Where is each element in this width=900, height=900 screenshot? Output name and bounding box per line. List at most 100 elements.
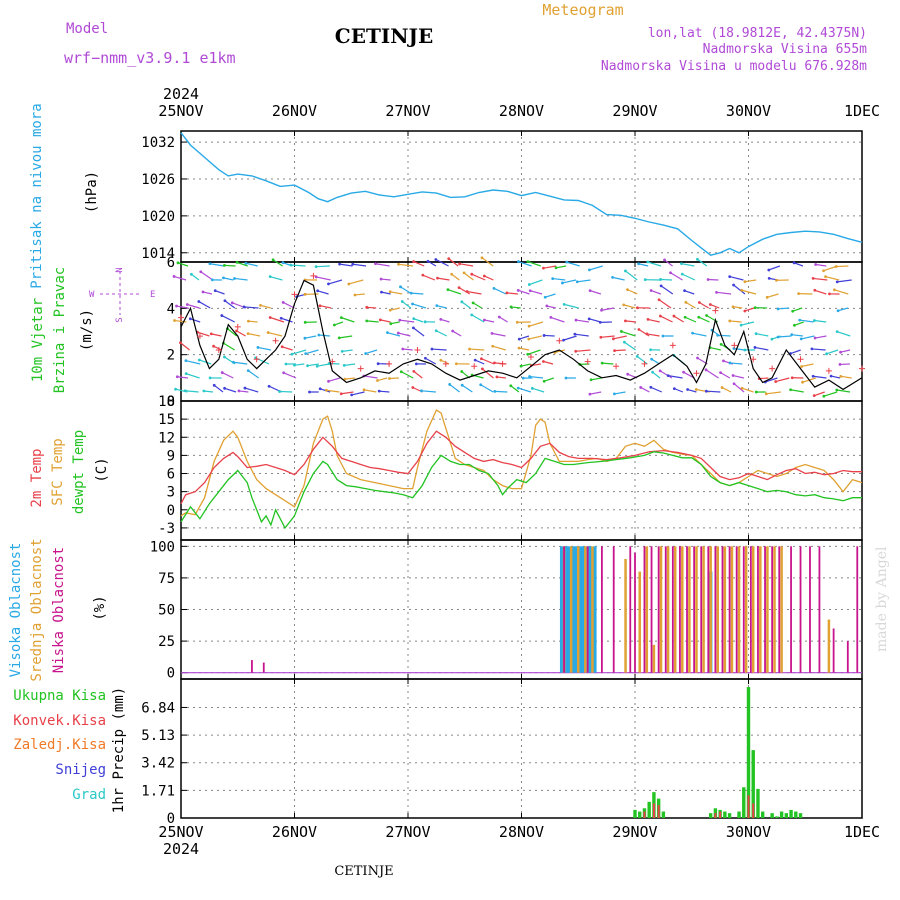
- x-tick-label-top: 25NOV: [158, 102, 203, 120]
- t2m-line: [180, 430, 862, 505]
- wind-barb: [624, 341, 636, 351]
- wind-barb: [411, 292, 424, 295]
- wind-barb-head: [691, 331, 694, 335]
- wind-barb-head: [396, 331, 400, 335]
- wind-barb: [272, 259, 283, 267]
- wind-barb: [545, 293, 556, 298]
- wind-barb: [814, 319, 827, 323]
- wind-barb-head: [281, 261, 285, 265]
- wind-barb: [575, 349, 591, 352]
- wind-barb-head: [672, 387, 676, 391]
- gust-marker: [196, 333, 203, 340]
- wind-barb: [529, 375, 544, 379]
- wind-barb: [375, 263, 390, 267]
- cloud-bar: [716, 546, 720, 673]
- sfc-temp-line: [180, 409, 863, 517]
- wind-barb: [646, 333, 660, 337]
- wind-barb-head: [493, 390, 497, 393]
- wind-barb-head: [201, 290, 205, 294]
- wind-barb-head: [800, 365, 803, 368]
- wind-barb: [528, 321, 544, 327]
- wind-barb-head: [268, 275, 272, 279]
- wind-barb-head: [650, 357, 654, 361]
- wind-barb: [759, 377, 769, 380]
- cloud-bar: [634, 552, 636, 673]
- wind-barb-head: [600, 361, 604, 365]
- wind-barb: [481, 358, 495, 365]
- wind-barb: [790, 349, 801, 355]
- wind-barb: [546, 305, 556, 309]
- wind-barb: [684, 316, 697, 323]
- wind-barb: [682, 273, 696, 281]
- gust-marker: [215, 347, 222, 354]
- wind-barb-head: [626, 372, 630, 376]
- wind-barb-head: [716, 333, 720, 337]
- wind-barb: [767, 293, 779, 298]
- wind-barb: [552, 277, 566, 281]
- cloud-ylabel-3: Niska Oblacnost: [51, 547, 67, 673]
- wind-barb: [413, 327, 425, 337]
- wind-barb: [717, 334, 731, 337]
- wind-barb: [493, 287, 507, 295]
- wind-barb-head: [657, 298, 661, 302]
- wind-barb-head: [824, 275, 827, 279]
- precip-total-bar: [638, 811, 642, 818]
- wind-barb: [484, 275, 494, 281]
- wind-barb-head: [728, 275, 732, 279]
- wind-barb-head: [835, 388, 839, 392]
- cloud-ylabel-1: Visoka Oblacnost: [8, 543, 24, 678]
- wind-barb-head: [722, 359, 725, 363]
- wind-barb-head: [774, 380, 778, 383]
- wind-barb-head: [412, 326, 415, 330]
- wind-barb: [352, 263, 367, 267]
- wind-barb: [224, 387, 237, 393]
- wind-barb: [290, 264, 306, 267]
- cloud-bar: [659, 546, 663, 673]
- wind-barb: [590, 377, 602, 381]
- wind-barb-head: [281, 301, 285, 304]
- wind-barb-head: [202, 389, 206, 393]
- dewpt-line: [180, 451, 862, 530]
- y-tick-label: 15: [158, 412, 175, 428]
- cloud-bar: [728, 546, 731, 673]
- wind-barb-head: [317, 333, 321, 337]
- wind-barb-head: [528, 375, 532, 378]
- wind-barb: [342, 349, 353, 352]
- wind-barb: [614, 391, 626, 395]
- wind-barb: [699, 301, 709, 309]
- wind-barb-head: [389, 322, 393, 326]
- wind-barb: [236, 330, 246, 337]
- compass-cross: [100, 271, 140, 315]
- wind-barb: [589, 290, 602, 295]
- wind-barb-head: [573, 332, 577, 336]
- wind-barb-head: [588, 268, 591, 272]
- wind-barb-head: [588, 289, 592, 293]
- wind-barb-head: [530, 386, 534, 390]
- wind-barb-head: [645, 332, 649, 336]
- wind-barb: [365, 349, 378, 355]
- y-tick-label: -3: [158, 521, 175, 537]
- wind-barb: [813, 277, 828, 281]
- y-tick-label: 3.42: [141, 756, 175, 772]
- cloud-bar: [657, 546, 660, 673]
- wind-barb-head: [197, 300, 201, 303]
- cloud-bar: [737, 546, 741, 673]
- wind-barb-head: [697, 315, 701, 319]
- wind-barb-head: [829, 374, 833, 378]
- wind-barb-head: [364, 352, 368, 355]
- wind-barb: [435, 258, 449, 267]
- gust-marker: [471, 363, 478, 370]
- cloud-bar: [714, 546, 717, 673]
- wind-barb-head: [574, 349, 578, 353]
- wind-barb-head: [683, 315, 687, 319]
- wind-barb-head: [551, 277, 555, 280]
- wind-barb: [377, 377, 388, 382]
- y-tick-label: 0: [167, 394, 175, 410]
- wind-barb-head: [315, 364, 319, 368]
- x-tick-label-bottom: 27NOV: [385, 823, 430, 841]
- wind-barb-head: [279, 316, 283, 320]
- wind-barb: [366, 306, 377, 309]
- cloud-bar: [600, 546, 603, 673]
- wind-barb-head: [599, 335, 603, 339]
- wind-barb-head: [374, 262, 377, 266]
